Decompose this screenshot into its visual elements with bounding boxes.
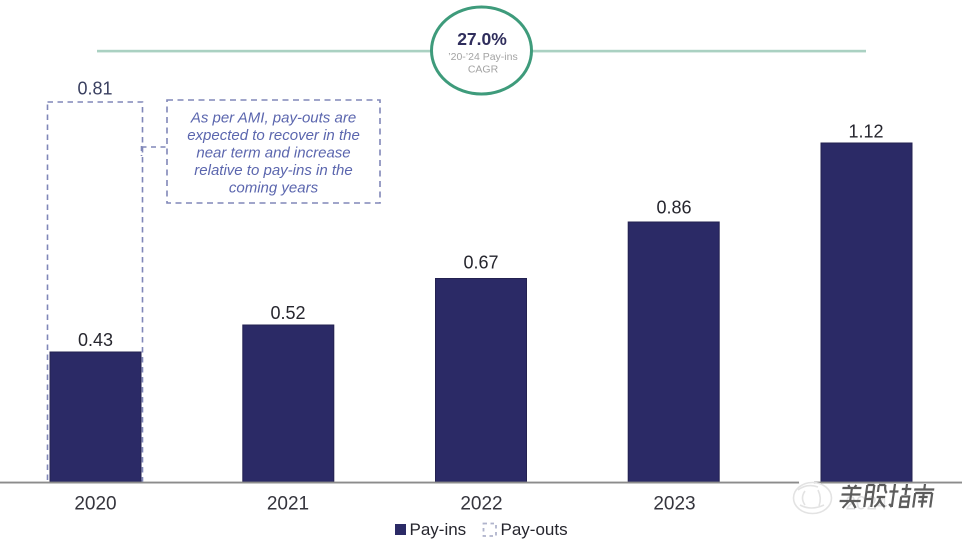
svg-text:0.81: 0.81 bbox=[77, 79, 112, 99]
svg-text:CAGR: CAGR bbox=[468, 64, 499, 76]
svg-text:Pay-ins: Pay-ins bbox=[410, 520, 467, 539]
svg-text:1.12: 1.12 bbox=[848, 122, 883, 142]
svg-text:0.67: 0.67 bbox=[463, 253, 498, 273]
svg-text:near term and increase: near term and increase bbox=[196, 145, 350, 162]
svg-text:Pay-outs: Pay-outs bbox=[501, 520, 568, 539]
svg-text:2023: 2023 bbox=[653, 494, 695, 515]
svg-text:0.43: 0.43 bbox=[78, 330, 113, 350]
svg-text:expected to recover in the: expected to recover in the bbox=[187, 127, 360, 144]
svg-text:2022: 2022 bbox=[460, 494, 502, 515]
svg-text:2020: 2020 bbox=[74, 494, 116, 515]
svg-text:2021: 2021 bbox=[267, 494, 309, 515]
svg-text:relative to pay-ins in the: relative to pay-ins in the bbox=[194, 162, 352, 179]
svg-text:coming years: coming years bbox=[229, 180, 319, 197]
svg-text:0.52: 0.52 bbox=[270, 303, 305, 323]
svg-text:0.86: 0.86 bbox=[656, 198, 691, 218]
svg-text:’20-’24 Pay-ins: ’20-’24 Pay-ins bbox=[448, 51, 517, 63]
svg-text:27.0%: 27.0% bbox=[457, 29, 507, 49]
svg-text:As per AMI, pay-outs are: As per AMI, pay-outs are bbox=[190, 110, 356, 127]
